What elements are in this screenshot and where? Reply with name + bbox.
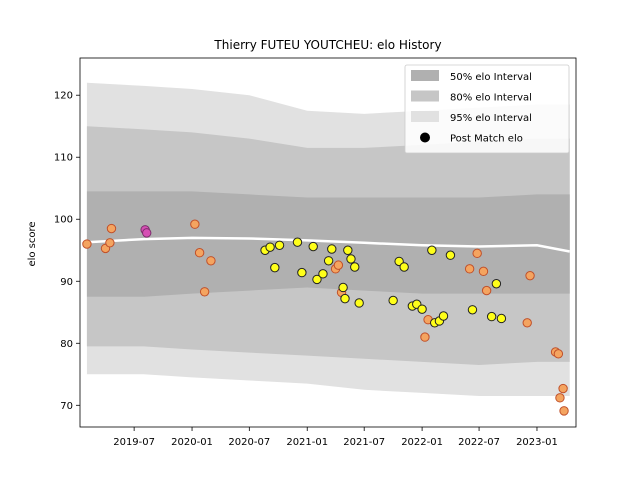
data-point-36	[420, 332, 430, 342]
data-point-19	[323, 256, 334, 266]
data-point-22	[333, 260, 344, 270]
data-point-29	[354, 298, 364, 308]
data-point-57	[559, 406, 569, 416]
data-point-12	[270, 262, 280, 273]
y-tick-label-2: 90	[60, 277, 73, 288]
data-point-13	[274, 240, 285, 250]
legend-swatch-0	[411, 70, 439, 81]
data-point-28	[350, 262, 360, 272]
data-point-8	[199, 287, 210, 297]
x-tick-label-4: 2021-07	[343, 437, 385, 448]
data-point-3	[106, 223, 117, 234]
data-point-48	[486, 311, 497, 322]
x-tick-label-2: 2020-07	[228, 437, 270, 448]
data-point-49	[491, 279, 502, 289]
data-point-38	[427, 245, 437, 255]
data-point-2	[105, 238, 115, 248]
legend-swatch-1	[411, 90, 439, 102]
y-axis-title: elo score	[27, 221, 38, 266]
data-point-32	[399, 262, 409, 272]
x-tick-label-3: 2021-01	[286, 437, 328, 448]
data-point-7	[194, 248, 205, 258]
legend-swatch-2	[411, 111, 439, 122]
data-point-27	[346, 254, 356, 264]
y-tick-label-1: 80	[60, 339, 73, 350]
plot-frame	[79, 57, 577, 428]
legend-label-0: 50% elo Interval	[450, 72, 532, 83]
data-point-35	[417, 304, 427, 314]
y-tick-label-4: 110	[54, 153, 73, 164]
data-point-50	[496, 313, 507, 324]
y-tick-label-3: 100	[54, 215, 73, 226]
interval-bands	[86, 82, 570, 396]
x-axis-ticks: 2019-07 2020-01 2020-07 2021-01 2021-07 2022-…	[113, 427, 558, 448]
y-axis-ticks: 70 80 90 100 110 120	[54, 91, 80, 412]
data-point-20	[327, 244, 337, 254]
band-2	[86, 191, 570, 297]
data-point-44	[467, 305, 478, 315]
data-point-41	[438, 311, 449, 321]
legend-label-2: 95% elo Interval	[450, 113, 532, 124]
data-point-52	[525, 270, 535, 281]
data-point-51	[522, 318, 532, 328]
data-point-24	[338, 282, 348, 293]
post-match-points	[82, 219, 569, 416]
data-point-56	[558, 383, 568, 394]
data-point-45	[472, 248, 482, 259]
data-point-17	[312, 274, 322, 285]
x-tick-label-5: 2022-01	[401, 437, 443, 448]
data-point-15	[297, 267, 307, 278]
data-point-5	[142, 228, 152, 238]
x-tick-label-1: 2020-01	[171, 437, 213, 448]
data-point-46	[478, 266, 489, 277]
data-point-6	[190, 219, 200, 229]
data-point-47	[481, 285, 492, 296]
mean-line	[86, 236, 570, 253]
x-tick-label-6: 2022-07	[458, 437, 500, 448]
data-point-14	[292, 237, 303, 247]
x-tick-label-0: 2019-07	[113, 437, 155, 448]
data-point-54	[553, 349, 564, 359]
data-point-30	[388, 295, 398, 306]
data-point-43	[464, 264, 475, 274]
data-point-11	[265, 242, 275, 252]
y-tick-label-5: 120	[54, 91, 73, 102]
data-point-9	[206, 256, 216, 266]
data-point-0	[82, 239, 92, 249]
data-point-26	[343, 245, 353, 255]
x-tick-label-7: 2023-01	[516, 437, 558, 448]
data-point-25	[340, 293, 350, 304]
data-point-42	[445, 250, 456, 260]
chart-title: Thierry FUTEU YOUTCHEU: elo History	[213, 38, 441, 52]
legend-marker-3	[420, 132, 430, 143]
legend: 50% elo Interval 80% elo Interval 95% elo …	[404, 64, 570, 154]
legend-box	[404, 64, 570, 154]
data-point-18	[318, 269, 328, 279]
data-point-55	[555, 393, 565, 403]
legend-label-3: Post Match elo	[450, 134, 523, 145]
legend-label-1: 80% elo Interval	[450, 93, 532, 104]
y-tick-label-0: 70	[60, 401, 73, 412]
mean-elo-line	[86, 236, 570, 253]
data-point-16	[308, 241, 318, 252]
